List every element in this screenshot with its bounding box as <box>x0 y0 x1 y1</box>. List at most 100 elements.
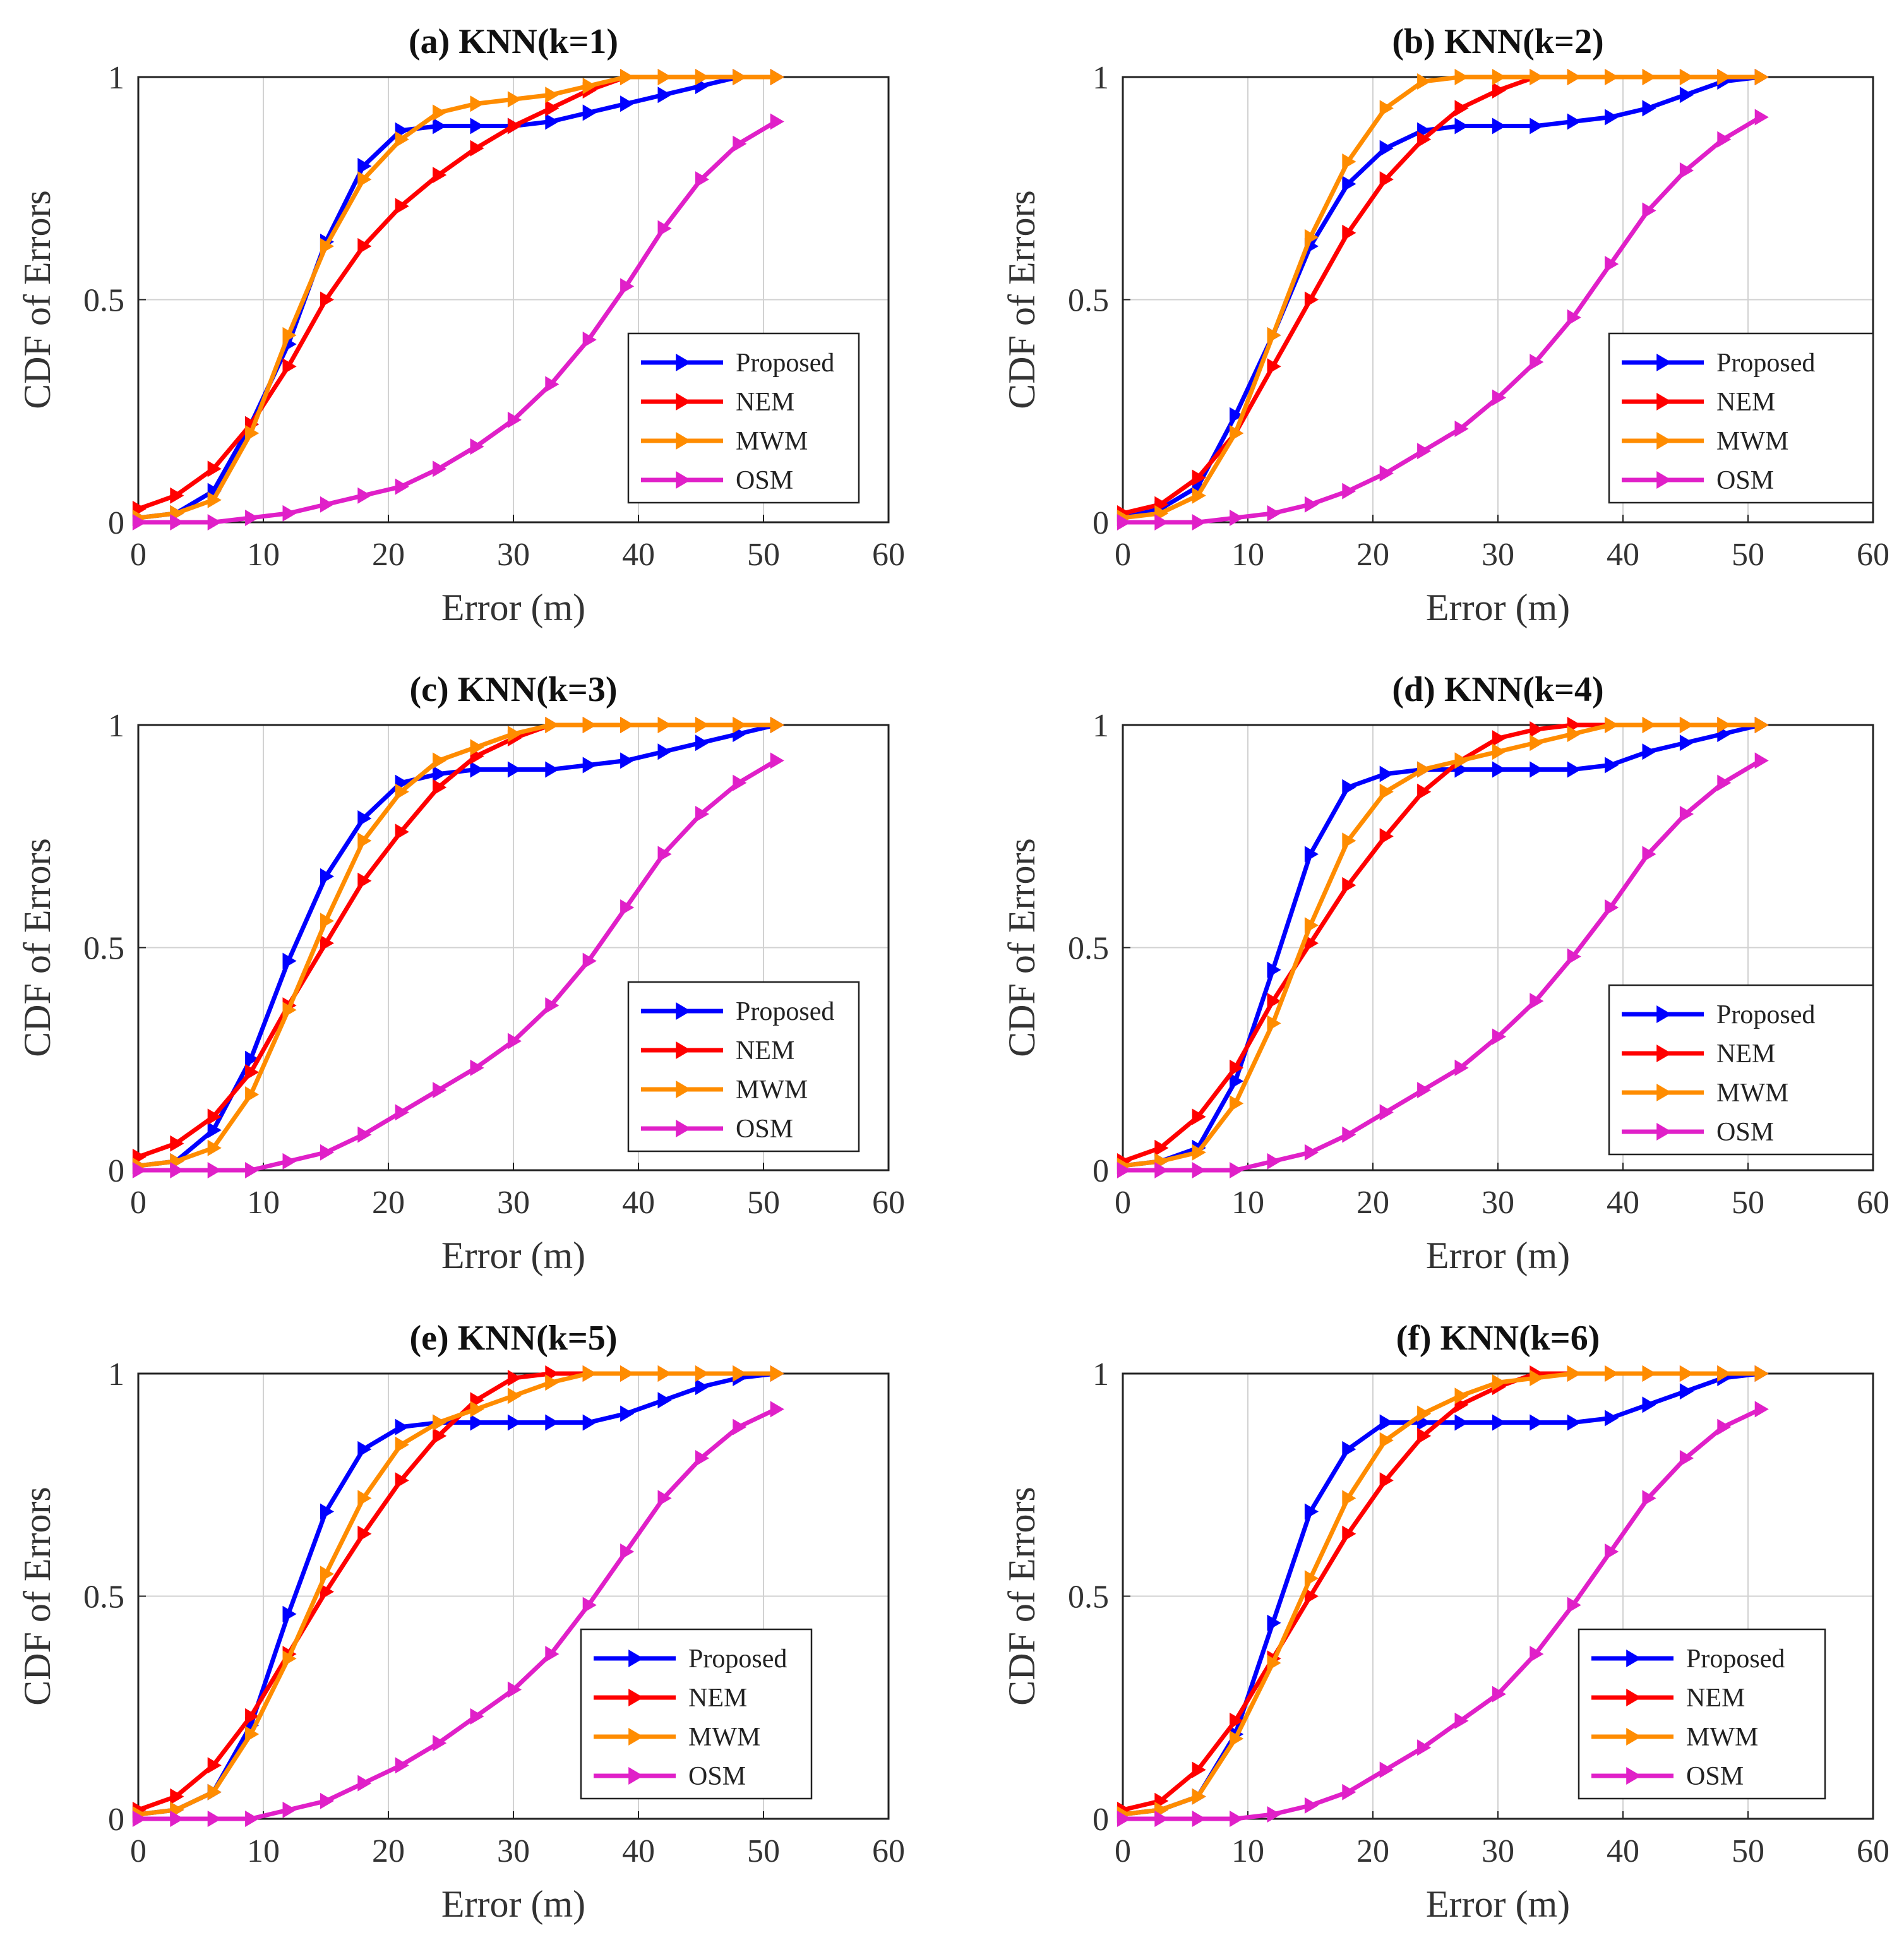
data-point <box>620 95 635 112</box>
data-point <box>282 1605 297 1622</box>
data-point <box>282 326 297 344</box>
data-point <box>1154 1139 1169 1156</box>
data-point <box>695 171 709 188</box>
data-point <box>1492 69 1506 85</box>
data-point <box>1342 153 1356 170</box>
data-point <box>357 1775 372 1792</box>
data-point <box>207 460 222 477</box>
data-point <box>1679 69 1694 85</box>
data-point <box>507 1387 522 1405</box>
data-point <box>207 1783 222 1800</box>
data-point <box>1717 717 1732 733</box>
data-point <box>1379 1104 1394 1121</box>
x-tick-label: 60 <box>1857 1185 1889 1221</box>
data-point <box>1417 1427 1432 1444</box>
data-point <box>320 868 334 885</box>
data-point <box>1230 509 1244 526</box>
data-point <box>582 331 597 348</box>
data-point <box>170 1811 184 1827</box>
data-point <box>1454 752 1469 769</box>
data-point <box>207 1162 222 1178</box>
data-point <box>1230 425 1244 441</box>
chart-title: (f) KNN(k=6) <box>1396 1319 1600 1358</box>
data-point <box>1454 1414 1469 1431</box>
data-point <box>132 1811 147 1827</box>
data-point <box>1530 761 1544 778</box>
data-point <box>1379 828 1394 845</box>
x-tick-label: 50 <box>1732 537 1764 573</box>
data-point <box>357 1126 372 1143</box>
data-point <box>1417 1082 1432 1099</box>
x-tick-label: 40 <box>622 1833 655 1869</box>
data-point <box>1530 354 1544 371</box>
data-point <box>1230 1059 1244 1076</box>
data-point <box>733 717 747 733</box>
data-point <box>170 1135 184 1152</box>
data-point <box>1717 774 1732 791</box>
data-point <box>1379 465 1394 482</box>
data-point <box>657 1365 672 1382</box>
data-point <box>770 1365 784 1382</box>
data-point <box>770 69 784 85</box>
data-point <box>1304 1588 1319 1605</box>
data-point <box>470 117 484 135</box>
chart-panel-b: 0 10 20 30 40 50 60 0 0.5 1 (b) KNN(k=2) Error (m) C… <box>1001 22 1889 628</box>
x-tick-label: 40 <box>1607 1833 1639 1869</box>
data-point <box>1492 389 1506 406</box>
data-point <box>245 1050 260 1067</box>
legend-swatch-marker <box>1656 1005 1672 1023</box>
data-point <box>433 752 447 769</box>
y-axis-label: CDF of Errors <box>16 838 58 1057</box>
data-point <box>1642 100 1656 117</box>
data-point <box>1192 1788 1206 1805</box>
data-point <box>170 514 184 530</box>
x-tick-label: 10 <box>247 1185 280 1221</box>
data-point <box>1342 1441 1356 1458</box>
data-point <box>1454 1712 1469 1729</box>
legend-label: OSM <box>1716 1118 1774 1147</box>
data-point <box>282 1002 297 1019</box>
data-point <box>1754 1401 1769 1418</box>
data-point <box>1417 1405 1432 1422</box>
data-point <box>1342 176 1356 193</box>
legend-swatch-marker <box>628 1689 644 1706</box>
data-point <box>1192 1761 1206 1778</box>
data-point <box>1679 1449 1694 1466</box>
data-point <box>1454 420 1469 437</box>
legend-label: NEM <box>736 1036 794 1065</box>
data-point <box>245 1726 260 1743</box>
data-point <box>1567 69 1581 85</box>
x-tick-label: 40 <box>1607 1185 1639 1221</box>
series-line <box>1122 75 1761 520</box>
x-tick-label: 10 <box>247 537 280 573</box>
x-tick-label: 60 <box>872 537 905 573</box>
series-mwm <box>132 1365 784 1823</box>
data-point <box>507 91 522 108</box>
data-point <box>1492 1686 1506 1703</box>
chart-title: (d) KNN(k=4) <box>1392 670 1603 709</box>
data-point <box>695 806 709 822</box>
data-point <box>1304 229 1319 246</box>
data-point <box>1267 1655 1281 1672</box>
data-point <box>1379 1761 1394 1778</box>
data-point <box>282 1650 297 1667</box>
series-mwm <box>1117 69 1769 526</box>
data-point <box>395 478 409 495</box>
data-point <box>245 1086 260 1103</box>
data-point <box>1530 69 1544 85</box>
x-tick-label: 10 <box>1231 537 1264 573</box>
data-point <box>357 1525 372 1542</box>
data-point <box>170 487 184 504</box>
data-point <box>695 1365 709 1382</box>
data-point <box>1454 117 1469 135</box>
chart-title: (e) KNN(k=5) <box>410 1319 618 1358</box>
data-point <box>433 1414 447 1431</box>
data-point <box>507 761 522 778</box>
data-point <box>1679 734 1694 752</box>
data-point <box>357 171 372 188</box>
data-point <box>320 913 334 930</box>
data-point <box>470 761 484 778</box>
legend-swatch-marker <box>676 1041 691 1059</box>
data-point <box>1605 757 1619 774</box>
legend: Proposed NEM MWM OSM <box>1608 332 1874 504</box>
